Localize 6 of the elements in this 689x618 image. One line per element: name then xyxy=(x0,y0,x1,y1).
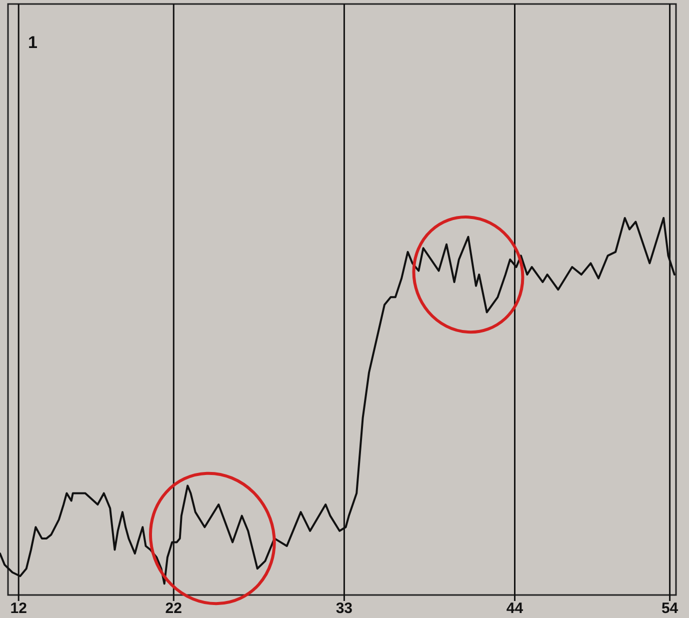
x-tick-label: 44 xyxy=(506,600,524,617)
x-tick-label: 54 xyxy=(661,600,679,617)
x-tick-label: 33 xyxy=(336,600,353,617)
x-tick-label: 12 xyxy=(10,600,27,617)
x-tick-label: 22 xyxy=(165,600,182,617)
text: 1 xyxy=(28,33,38,52)
